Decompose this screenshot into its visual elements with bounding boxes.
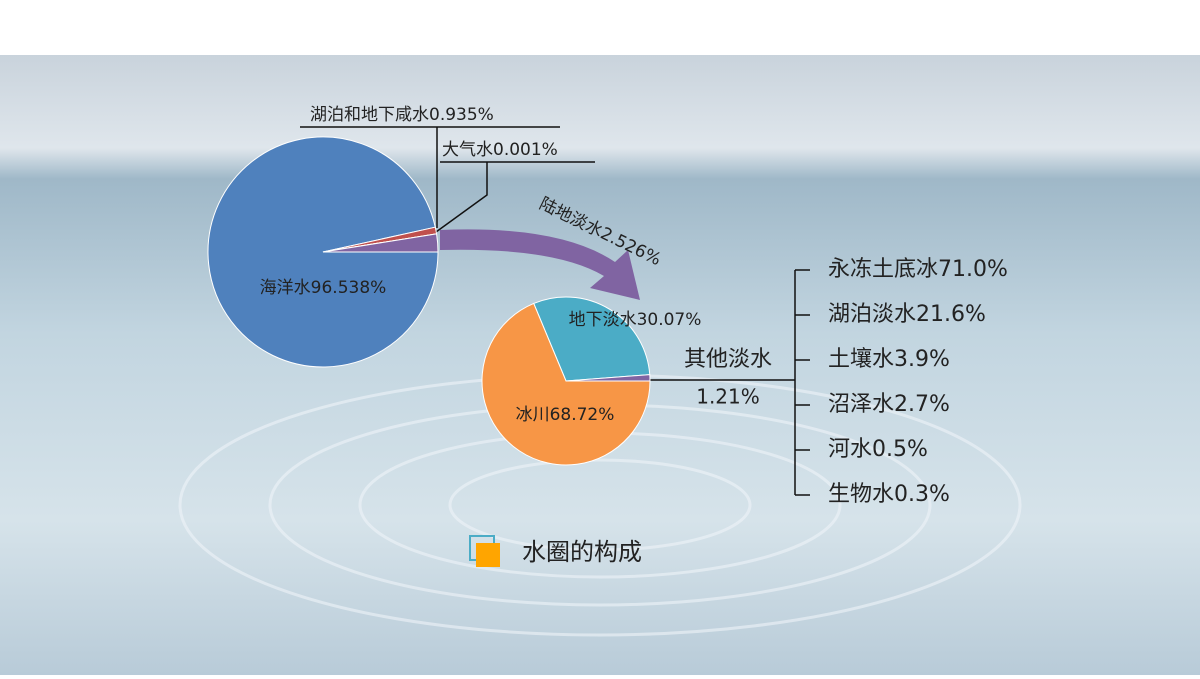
breakdown-item-part: 永冻土底冰 xyxy=(828,257,938,282)
breakdown-item-part: 生物水 xyxy=(828,482,894,507)
pie-slice xyxy=(533,296,651,382)
breakdown-item-part: 湖泊淡水 xyxy=(828,302,916,327)
breakdown-item: 沼泽水2.7% xyxy=(828,392,950,417)
slice-label-part: 地下淡水 xyxy=(569,310,637,330)
slice-label-part: 大气水 xyxy=(442,140,493,160)
slice-label-part: 96.538% xyxy=(311,278,387,298)
caption-icon xyxy=(476,543,500,567)
slice-label: 大气水0.001% xyxy=(442,140,558,160)
slice-label: 冰川68.72% xyxy=(516,405,615,425)
pie-slice xyxy=(322,233,439,253)
caption: 水圈的构成 xyxy=(522,538,642,566)
breakdown-item: 河水0.5% xyxy=(828,437,928,462)
breakdown-item-part: 土壤水 xyxy=(828,347,894,372)
pie-slice xyxy=(481,302,651,466)
slice-label-part: 湖泊和地下咸水 xyxy=(310,105,429,125)
breakdown-item-part: 3.9% xyxy=(894,347,950,372)
slice-label: 地下淡水30.07% xyxy=(569,310,702,330)
flow-arrow xyxy=(440,229,640,300)
breakdown-item: 生物水0.3% xyxy=(828,482,950,507)
slice-label: 其他淡水 xyxy=(684,347,772,372)
breakdown-item-part: 河水 xyxy=(828,437,872,462)
breakdown-item-part: 71.0% xyxy=(938,257,1008,282)
breakdown-item-part: 21.6% xyxy=(916,302,986,327)
slice-label: 湖泊和地下咸水0.935% xyxy=(310,105,494,125)
breakdown-item-part: 沼泽水 xyxy=(828,392,894,417)
breakdown-item-part: 0.5% xyxy=(872,437,928,462)
slice-label-part: 30.07% xyxy=(637,310,702,330)
leader-lines xyxy=(300,126,810,496)
slice-label-part: 68.72% xyxy=(550,405,615,425)
top-band xyxy=(0,0,1200,55)
slice-label: 海洋水96.538% xyxy=(260,278,387,298)
breakdown-item: 湖泊淡水21.6% xyxy=(828,302,986,327)
slice-value: 1.21% xyxy=(696,385,760,409)
breakdown-item-part: 0.3% xyxy=(894,482,950,507)
slice-label-part: 海洋水 xyxy=(260,278,311,298)
slice-label-part: 冰川 xyxy=(516,405,550,425)
slice-label-part: 0.001% xyxy=(493,140,558,160)
breakdown-item: 土壤水3.9% xyxy=(828,347,950,372)
breakdown-item: 永冻土底冰71.0% xyxy=(828,257,1008,282)
breakdown-item-part: 2.7% xyxy=(894,392,950,417)
slice-label-part: 0.935% xyxy=(429,105,494,125)
